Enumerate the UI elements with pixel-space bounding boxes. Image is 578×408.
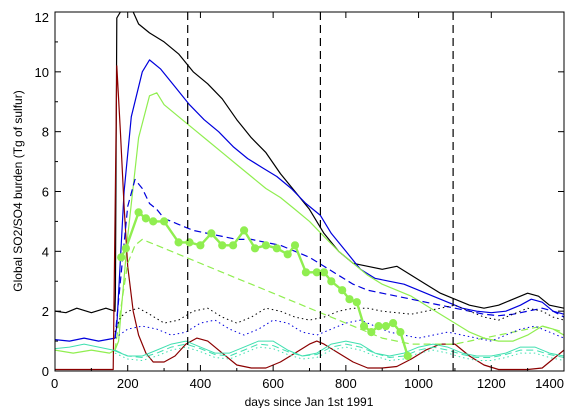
series-11-point-3 [141,214,150,223]
y-axis-label: Global SO2/SO4 burden (Tg of sulfur) [11,90,25,291]
y-tick-label-0: 0 [42,364,49,379]
series-11-point-12 [240,226,249,235]
series-11-point-4 [149,217,158,226]
series-11-point-27 [374,322,383,331]
series-line-8 [55,340,564,357]
series-11-point-17 [290,241,300,250]
series-11-point-15 [272,244,281,253]
x-tick-label-2: 400 [190,376,212,391]
series-11-point-7 [185,238,194,247]
series-11-point-10 [218,241,227,250]
series-11-point-9 [207,229,216,238]
series-11-point-13 [250,244,260,253]
series-line-5 [114,238,564,351]
x-tick-label-0: 0 [51,376,58,391]
series-11-point-5 [160,217,169,226]
x-tick-label-1: 200 [117,376,139,391]
series-11-point-14 [261,241,270,250]
x-tick-label-6: 1200 [477,376,506,391]
x-tick-label-4: 800 [335,376,357,391]
x-tick-label-5: 1000 [404,376,433,391]
series-11-point-22 [338,286,347,295]
series-11-point-28 [381,322,390,331]
series-line-11 [120,211,409,357]
x-tick-label-7: 1400 [535,376,564,391]
series-line-4 [114,178,564,339]
series-11-point-1 [121,244,131,253]
series-11-point-6 [174,238,183,247]
series-line-2 [55,92,564,354]
series-line-6 [114,304,564,333]
x-axis-label: days since Jan 1st 1991 [245,395,374,408]
series-line-3 [55,65,564,371]
series-11-point-18 [301,268,310,277]
y-tick-label-6: 12 [35,10,49,25]
series-11-point-0 [117,253,126,262]
series-line-10 [114,346,564,361]
y-tick-label-1: 2 [42,304,49,319]
vertical-reference-lines [187,12,454,371]
series-11-point-21 [327,277,336,286]
series-11-point-25 [359,322,369,331]
series-11-point-26 [367,328,376,337]
series-11-point-29 [389,319,398,328]
y-tick-label-3: 6 [42,185,49,200]
series-layer [55,12,564,371]
series-11-point-8 [196,241,205,250]
series-11-point-30 [396,328,405,337]
y-tick-label-5: 10 [35,65,49,80]
y-tick-label-4: 8 [42,125,49,140]
y-tick-label-2: 4 [42,244,49,259]
series-line-9 [114,343,564,358]
series-line-0 [55,12,564,314]
series-11-point-24 [352,298,361,307]
series-11-point-20 [319,268,329,277]
series-11-point-31 [403,351,412,361]
series-11-point-11 [229,241,238,250]
x-tick-label-3: 600 [262,376,284,391]
axis-ticks: 0 200 400 600 800 1000 1200 1400 0 2 4 6 8 10 12 [35,10,565,391]
series-11-point-19 [312,268,321,277]
series-11-point-16 [283,250,292,259]
series-11-point-2 [134,208,143,217]
series-line-7 [114,319,564,342]
series-line-1 [55,59,564,342]
series-11-point-23 [345,295,354,304]
